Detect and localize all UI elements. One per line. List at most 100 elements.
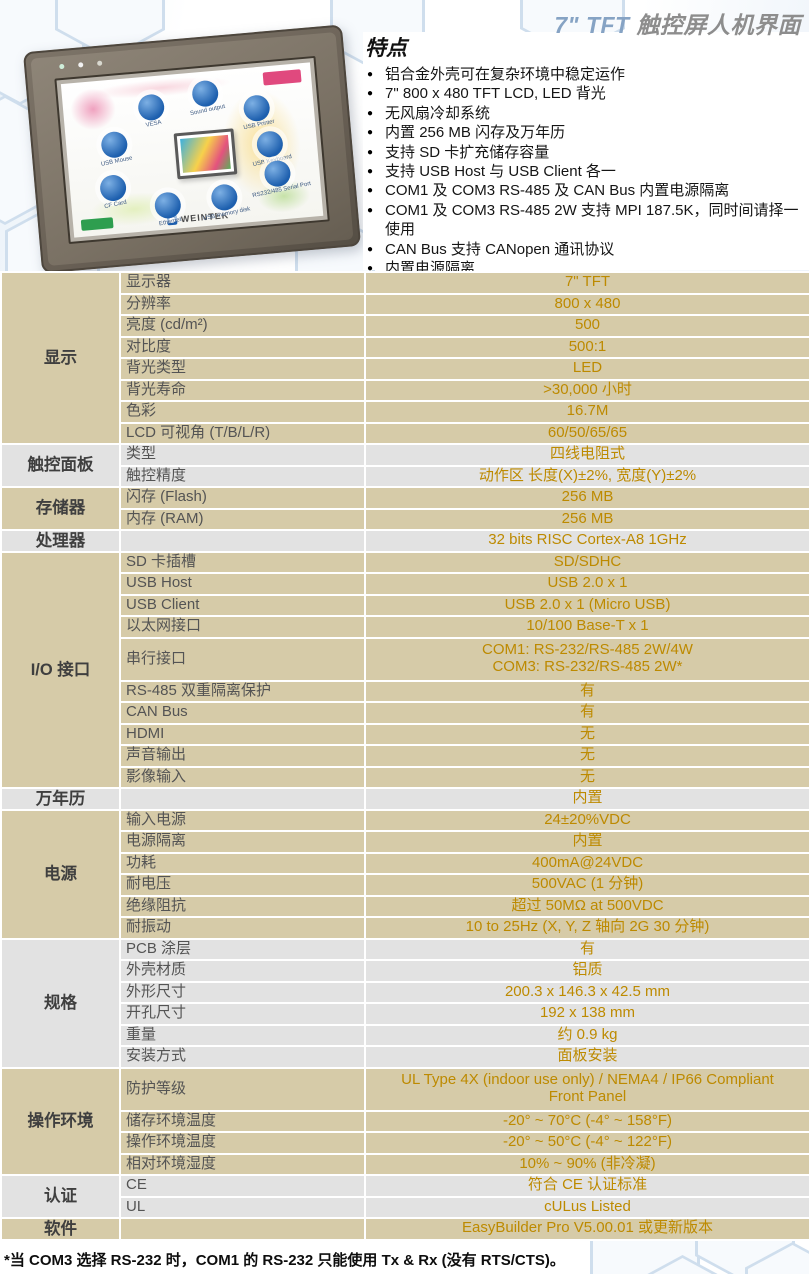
screen-app-icon: USB memory disk <box>203 183 251 222</box>
spec-value: 有 <box>364 701 809 725</box>
table-row: 电源隔离 内置 <box>1 830 809 854</box>
spec-label: 安装方式 <box>119 1045 366 1069</box>
spec-value: 内置 <box>364 787 809 811</box>
device-bezel: WEINTEK VESA Sound output USB Printer USB M… <box>30 32 354 266</box>
spec-value: 200.3 x 146.3 x 42.5 mm <box>364 980 809 1004</box>
screen-pink-tag <box>262 69 302 86</box>
page-title-rest: 触控屏人机界面 <box>629 12 801 38</box>
spec-label: 相对环境湿度 <box>119 1152 366 1176</box>
spec-label: CAN Bus <box>119 701 366 725</box>
section-header-spec: 规格 <box>0 937 121 1069</box>
section-header-processor: 处理器 <box>0 529 121 553</box>
spec-label: SD 卡插槽 <box>119 550 366 574</box>
screen-app-label: USB Mouse <box>100 155 134 169</box>
spec-label: 重量 <box>119 1023 366 1047</box>
spec-label: 分辨率 <box>119 292 366 316</box>
spec-label: 耐电压 <box>119 873 366 897</box>
feature-item: ● COM1 及 COM3 RS-485 2W 支持 MPI 187.5K，同时间… <box>367 201 809 240</box>
spec-label: RS-485 双重隔离保护 <box>119 679 366 703</box>
spec-value: COM1: RS-232/RS-485 2W/4W COM3: RS-232/R… <box>364 636 809 682</box>
features-panel: 特点 ● 铝合金外壳可在复杂环境中稳定运作 ● 7" 800 x 480 TFT LC… <box>363 32 809 271</box>
spec-value: SD/SDHC <box>364 550 809 574</box>
led-icon <box>59 63 65 70</box>
spec-value: 铝质 <box>364 959 809 983</box>
screen-app-label: RS232/485 Serial Port <box>251 181 312 200</box>
feature-text: 支持 SD 卡扩充储存容量 <box>385 143 550 161</box>
table-row: 储存环境温度 -20° ~ 70°C (-4° ~ 158°F) <box>1 1109 809 1133</box>
table-row: 触控精度 动作区 长度(X)±2%, 宽度(Y)±2% <box>1 464 809 488</box>
spec-label: 色彩 <box>119 400 366 424</box>
spec-value: 500VAC (1 分钟) <box>364 873 809 897</box>
feature-text: CAN Bus 支持 CANopen 通讯协议 <box>385 240 615 258</box>
table-row: HDMI 无 <box>1 722 809 746</box>
table-row: RS-485 双重隔离保护有 <box>1 679 809 703</box>
status-led-indicators <box>59 60 103 70</box>
spec-value: 16.7M <box>364 400 809 424</box>
table-row: 绝缘阻抗 超过 50MΩ at 500VDC <box>1 894 809 918</box>
screen-app-icon: CF Card <box>99 174 127 211</box>
table-row: 相对环境湿度 10% ~ 90% (非冷凝) <box>1 1152 809 1176</box>
spec-value: 无 <box>364 765 809 789</box>
table-row: 操作环境 防护等级 UL Type 4X (indoor use only) / N… <box>0 1066 809 1176</box>
spec-label: PCB 涂层 <box>119 937 366 961</box>
bullet-icon: ● <box>367 69 374 80</box>
screen-app-icon: USB Keyboard <box>252 129 292 168</box>
table-row: 以太网接口 10/100 Base-T x 1 <box>1 615 809 639</box>
spec-value: 32 bits RISC Cortex-A8 1GHz <box>364 529 809 553</box>
table-row: LCD 可视角 (T/B/L/R) 60/50/65/65 <box>1 421 809 445</box>
table-row: UL cULus Listed <box>1 1195 809 1219</box>
spec-label: UL <box>119 1195 366 1219</box>
spec-value: 10/100 Base-T x 1 <box>364 615 809 639</box>
section-header-display: 显示 <box>0 271 121 445</box>
spec-value: 无 <box>364 722 809 746</box>
feature-item: ● 内置电源隔离 <box>367 259 809 271</box>
spec-label <box>119 787 366 811</box>
screen-app-icon: Sound output <box>190 79 226 117</box>
table-row: 软件 EasyBuilder Pro V5.00.01 或更新版本 <box>0 1217 809 1241</box>
spec-label: USB Client <box>119 593 366 617</box>
spec-value: 四线电阻式 <box>364 443 809 467</box>
features-list: ● 铝合金外壳可在复杂环境中稳定运作 ● 7" 800 x 480 TFT LCD, … <box>363 65 809 271</box>
table-row: 耐电压 500VAC (1 分钟) <box>1 873 809 897</box>
table-row: 声音输出无 <box>1 744 809 768</box>
spec-value: 10 to 25Hz (X, Y, Z 轴向 2G 30 分钟) <box>364 916 809 940</box>
table-row: 外壳材质 铝质 <box>1 959 809 983</box>
section-header-memory: 存储器 <box>0 486 121 531</box>
table-row: 对比度 500:1 <box>1 335 809 359</box>
table-row: I/O 接口 SD 卡插槽 SD/SDHC <box>0 550 809 789</box>
monitor-icon <box>173 127 237 179</box>
spec-label: 内存 (RAM) <box>119 507 366 531</box>
spec-value: -20° ~ 50°C (-4° ~ 122°F) <box>364 1131 809 1155</box>
feature-item: ● 铝合金外壳可在复杂环境中稳定运作 <box>367 65 809 84</box>
table-row: 处理器 32 bits RISC Cortex-A8 1GHz <box>0 529 809 553</box>
spec-label <box>119 1217 366 1241</box>
spec-label: USB Host <box>119 572 366 596</box>
bullet-icon: ● <box>367 243 374 255</box>
spec-value: 面板安装 <box>364 1045 809 1069</box>
product-photo: WEINTEK VESA Sound output USB Printer USB M… <box>22 24 362 271</box>
feature-text: 铝合金外壳可在复杂环境中稳定运作 <box>385 66 626 83</box>
spec-table: 显示 显示器 7" TFT 分辨率 800 x 480 亮度 (cd/m²) 500 对比度 5… <box>0 271 809 1241</box>
spec-value: 动作区 长度(X)±2%, 宽度(Y)±2% <box>364 464 809 488</box>
spec-value: EasyBuilder Pro V5.00.01 或更新版本 <box>364 1217 809 1241</box>
led-icon <box>96 60 103 66</box>
spec-label: 类型 <box>119 443 366 467</box>
footnote: *当 COM3 选择 RS-232 时，COM1 的 RS-232 只能使用 T… <box>4 1252 565 1269</box>
spec-label: 以太网接口 <box>119 615 366 639</box>
table-row: 显示 显示器 7" TFT <box>0 271 809 445</box>
spec-value: 无 <box>364 744 809 768</box>
spec-value: 800 x 480 <box>364 292 809 316</box>
led-icon <box>78 62 84 68</box>
spec-value: USB 2.0 x 1 (Micro USB) <box>364 593 809 617</box>
spec-value: >30,000 小时 <box>364 378 809 402</box>
spec-value: 60/50/65/65 <box>364 421 809 445</box>
feature-item: ● 内置 256 MB 闪存及万年历 <box>367 123 809 142</box>
screen-app-label: VESA <box>145 120 163 130</box>
table-row: 亮度 (cd/m²) 500 <box>1 314 809 338</box>
bullet-icon: ● <box>367 263 374 271</box>
table-row: 影像输入无 <box>1 765 809 789</box>
bullet-icon: ● <box>367 127 374 139</box>
spec-label: 外形尺寸 <box>119 980 366 1004</box>
spec-value: 约 0.9 kg <box>364 1023 809 1047</box>
section-header-io: I/O 接口 <box>0 550 121 789</box>
